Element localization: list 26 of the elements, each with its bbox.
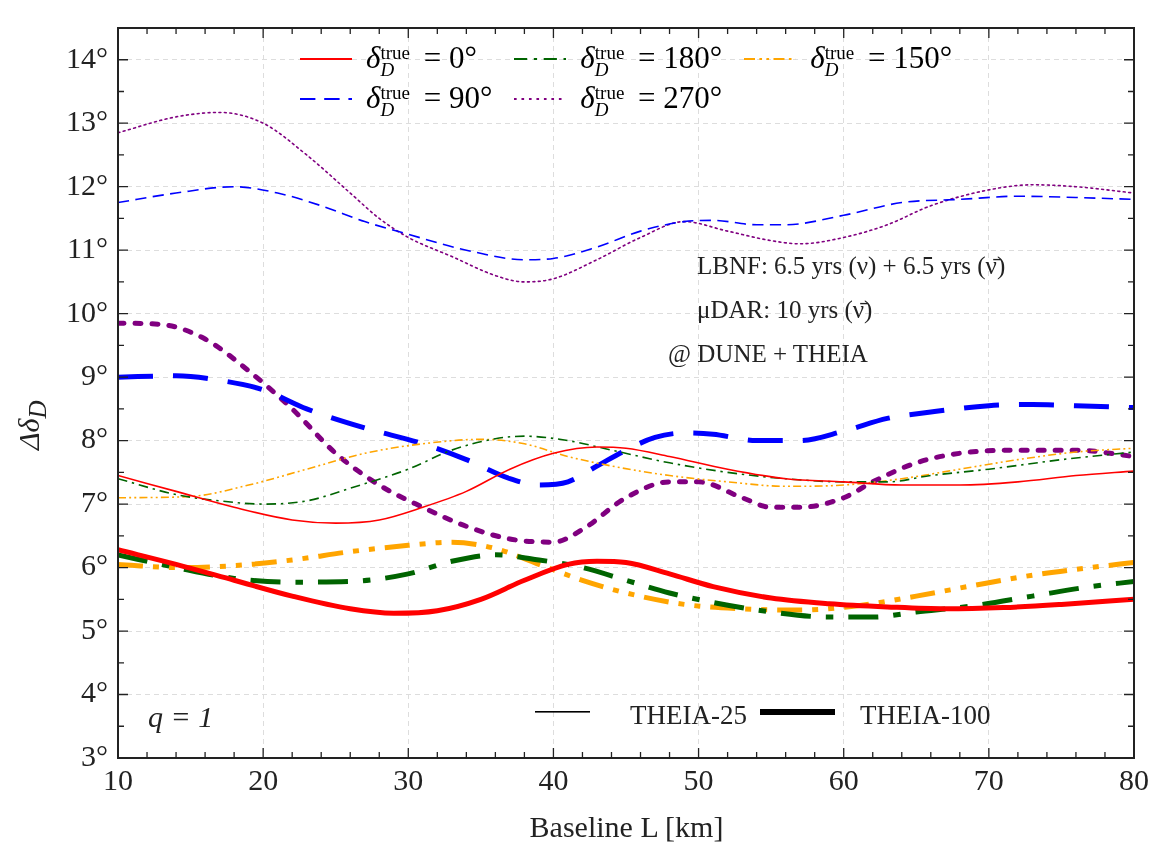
line-series	[118, 446, 1134, 524]
annotation: q = 1	[148, 700, 214, 734]
y-tick-label: 5°	[81, 611, 108, 645]
annotation: THEIA-100	[860, 700, 991, 731]
x-tick-label: 50	[683, 762, 714, 796]
y-tick-label: 11°	[67, 231, 108, 265]
x-tick-label: 20	[248, 762, 279, 796]
x-tick-label: 40	[538, 762, 569, 796]
annotation: THEIA-25	[630, 700, 747, 731]
y-tick-label: 12°	[66, 167, 108, 201]
x-tick-label: 80	[1119, 762, 1149, 796]
y-tick-label: 14°	[66, 40, 108, 74]
y-tick-label: 6°	[81, 548, 108, 582]
annotation: @ DUNE + THEIA	[668, 340, 868, 368]
x-tick-label: 70	[973, 762, 1004, 796]
y-tick-label: 10°	[66, 294, 108, 328]
y-tick-label: 13°	[66, 104, 108, 138]
x-tick-label: 60	[828, 762, 859, 796]
x-axis-title: Baseline L [km]	[528, 810, 725, 844]
y-tick-label: 4°	[81, 675, 108, 709]
x-tick-label: 30	[393, 762, 424, 796]
annotation: LBNF: 6.5 yrs (ν) + 6.5 yrs (ν̄)	[697, 252, 1006, 280]
y-tick-label: 9°	[81, 358, 108, 392]
y-tick-label: 7°	[81, 484, 108, 518]
annotation: μDAR: 10 yrs (ν̄)	[697, 296, 873, 324]
y-tick-label: 8°	[81, 421, 108, 455]
